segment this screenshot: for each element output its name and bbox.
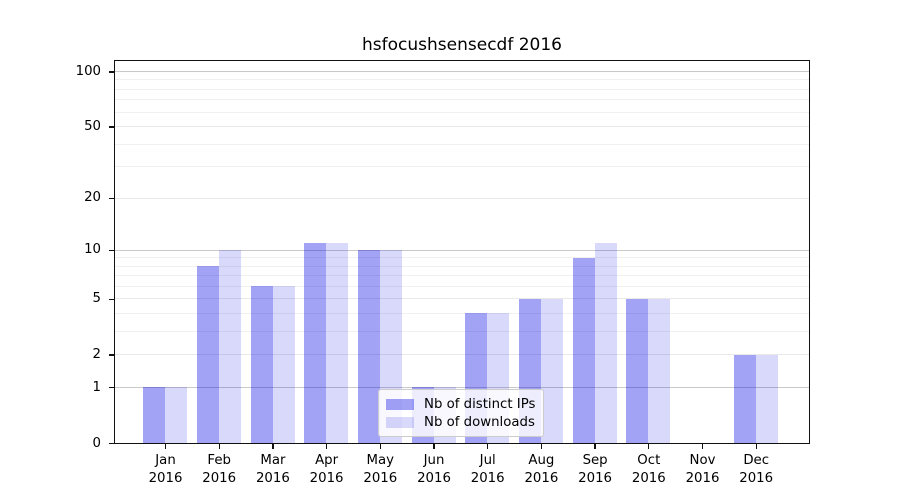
y-gridline [115,166,809,168]
y-gridline [115,88,809,90]
x-tick-mark [648,443,650,449]
y-tick-mark [109,249,114,252]
legend: Nb of distinct IPs Nb of downloads [378,389,544,437]
x-tick-label: Oct 2016 [631,452,666,486]
bar-distinct-ips [572,257,595,443]
y-tick-label: 20 [84,190,101,206]
bar-distinct-ips [733,354,756,443]
x-tick-mark [701,443,704,449]
x-tick-mark [272,443,274,449]
legend-label-downloads: Nb of downloads [424,414,535,430]
legend-entry-distinct-ips: Nb of distinct IPs [386,396,535,412]
y-gridline [115,99,809,101]
legend-swatch-downloads [386,416,414,428]
y-tick-label: 50 [84,118,101,134]
y-gridline [115,298,809,300]
x-tick-label: Dec 2016 [739,452,774,486]
y-gridline [115,143,809,145]
y-gridline [115,285,809,287]
bar-distinct-ips [357,249,380,443]
y-gridline [115,79,809,81]
y-gridline [115,257,809,259]
y-tick-label: 100 [75,63,101,79]
bar-downloads [541,298,563,443]
bar-downloads [648,298,671,443]
x-tick-mark [594,443,596,449]
y-tick-mark [109,197,114,200]
x-tick-label: Apr 2016 [309,452,344,486]
y-tick-label: 10 [84,242,101,258]
y-gridline [115,71,809,73]
x-tick-mark [540,443,543,449]
bar-distinct-ips [250,286,273,443]
x-tick-label: Feb 2016 [202,452,237,486]
x-tick-label: Sep 2016 [578,452,613,486]
x-tick-label: Aug 2016 [524,452,559,486]
x-tick-mark [433,443,435,449]
x-tick-mark [379,443,381,449]
chart-title: hsfocushsensecdf 2016 [362,35,562,55]
bar-distinct-ips [143,387,166,443]
bar-distinct-ips [304,242,327,443]
x-tick-label: Jun 2016 [417,452,451,486]
y-gridline [115,354,809,356]
x-tick-mark [487,443,489,449]
y-tick-label: 0 [92,435,101,451]
y-gridline [115,275,809,277]
legend-entry-downloads: Nb of downloads [386,414,535,430]
y-tick-mark [109,71,114,73]
bar-downloads [165,387,188,443]
plot-area [114,60,810,444]
x-tick-label: May 2016 [363,452,398,486]
legend-label-distinct-ips: Nb of distinct IPs [424,396,536,412]
y-gridline [115,197,809,199]
x-tick-label: Mar 2016 [255,452,290,486]
bar-downloads [326,242,349,443]
bar-downloads [272,286,295,443]
y-tick-mark [109,442,114,445]
y-tick-label: 5 [92,291,101,307]
y-gridline [115,386,809,388]
bar-downloads [755,354,778,443]
bar-distinct-ips [626,298,649,443]
y-tick-label: 1 [92,379,101,395]
x-tick-label: Jan 2016 [148,452,183,486]
bar-downloads [218,249,241,443]
x-tick-mark [755,443,757,449]
y-gridline [115,331,809,332]
bar-downloads [594,242,617,443]
y-gridline [115,111,809,113]
x-tick-mark [325,443,328,449]
y-tick-mark [109,354,114,356]
y-gridline [115,265,809,267]
legend-swatch-distinct-ips [386,398,414,410]
bar-distinct-ips [196,266,219,443]
y-gridline [115,313,809,315]
y-gridline [115,126,809,128]
y-gridline [115,249,809,251]
x-tick-mark [164,443,167,449]
x-tick-mark [218,443,220,449]
y-tick-mark [109,126,114,128]
x-tick-label: Jul 2016 [470,452,505,486]
y-tick-mark [109,298,114,300]
x-tick-label: Nov 2016 [685,452,720,486]
y-tick-mark [109,387,114,389]
y-tick-label: 2 [92,347,101,363]
